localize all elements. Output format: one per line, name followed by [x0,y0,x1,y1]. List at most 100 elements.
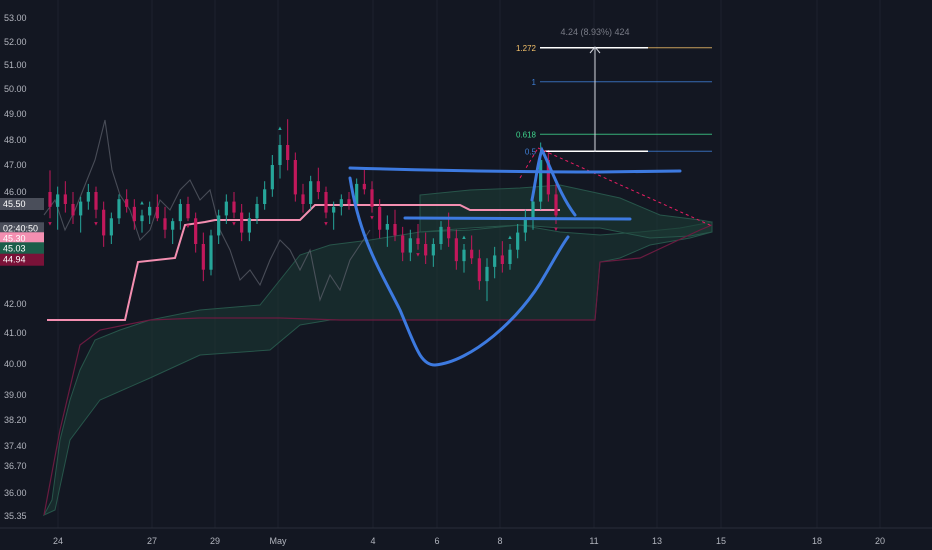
candle [493,246,497,279]
price-tag: 45.50 [0,198,44,210]
price-tag-bg [0,242,44,255]
candle-body [424,244,428,256]
candle [293,152,297,202]
x-tick-label: 8 [497,536,502,546]
candle-body [523,218,527,233]
y-tick-label: 41.00 [4,328,27,338]
fib-level-label: 0.5 [525,147,537,156]
price-tag-bg [0,222,44,235]
candle-body [301,194,305,204]
candle-body [201,244,205,270]
fib-level[interactable]: 0.5 [525,147,712,156]
candle [247,212,251,242]
candle-body [332,206,336,213]
candle-body [508,249,512,264]
signal-arrow-up: ▲ [507,235,513,241]
x-axis: 24 27 29 May 4 6 8 11 13 15 18 20 [53,536,885,546]
candle [470,235,474,264]
x-tick-label: 29 [210,536,220,546]
y-tick-label: 51.00 [4,60,27,70]
candle [201,232,205,282]
candle-body [94,192,98,210]
candle-body [109,218,113,236]
signal-arrow-down: ▼ [185,224,191,230]
spike-drawing [530,146,577,217]
candle [516,224,520,259]
candle-body [370,189,374,207]
candle-body [454,238,458,262]
candle-body [393,224,397,236]
y-tick-label: 36.00 [4,488,27,498]
candle-body [493,255,497,267]
candle [385,215,389,247]
candle [117,194,121,224]
grid [57,0,881,528]
candle-body [125,199,129,207]
candle-body [416,238,420,244]
y-tick-label: 35.35 [4,511,27,521]
senkou-span-b [43,224,713,516]
candle [270,155,274,197]
candle [500,241,504,273]
y-tick-label: 49.00 [4,109,27,119]
candle: ▲ [139,201,145,233]
support-line-mid [403,216,632,221]
candle-body [263,189,267,204]
candle [485,258,489,302]
candle-body [447,226,451,239]
x-tick-label: 27 [147,536,157,546]
candle [301,183,305,213]
measure-arrow-head [589,46,601,54]
candle [194,212,198,253]
fib-level[interactable]: 0.618 [516,130,712,139]
ichimoku-cloud-upper [419,184,713,239]
candle-body [431,244,435,256]
fib-level-label: 0.618 [516,130,537,139]
price-tag-bg [0,198,44,210]
x-tick-label: 24 [53,536,63,546]
candle [401,226,405,262]
candle-body [155,206,159,219]
fib-extension[interactable]: 1.272 1 0.618 0.5 [516,44,712,157]
candle-body [117,199,121,219]
candle [393,209,397,242]
candle-body [48,192,52,207]
candle [109,212,113,244]
price-tag-bg [0,253,44,266]
y-tick-label: 38.20 [4,415,27,425]
candles: ▼ ▼ ▲ ▼ ▼ ▲ ▼ ▼ ▼ ▲ ▲ ▼ [47,119,559,302]
candle-body [378,206,382,230]
candle: ▼ [93,186,99,227]
candle-body [539,160,543,202]
candle-body [531,201,535,219]
candle [56,186,60,230]
fib-level[interactable]: 1 [532,78,712,87]
candle-body [186,204,190,219]
candle-body [63,194,67,204]
y-tick-label: 48.00 [4,135,27,145]
candle-body [56,194,60,207]
signal-arrow-down: ▼ [93,221,99,227]
candle-body [316,181,320,192]
signal-arrow-up: ▲ [139,201,145,207]
candle [477,249,481,290]
candle [125,189,129,213]
candle [439,221,443,250]
candle-body [217,215,221,236]
candle [224,194,228,224]
signal-arrow-down: ▼ [231,221,237,227]
candle-body [355,183,359,204]
y-tick-label: 37.40 [4,441,27,451]
candle: ▲ [277,126,283,179]
candle-body [240,212,244,233]
price-tag-label: 02:40:50 [3,223,38,233]
x-tick-label: 4 [370,536,375,546]
candle [217,209,221,244]
price-tag-bg [0,232,44,245]
candle [316,167,320,200]
candle-body [194,218,198,244]
candle-body [485,266,489,282]
candle-body [270,165,274,190]
candle-body [324,192,328,213]
